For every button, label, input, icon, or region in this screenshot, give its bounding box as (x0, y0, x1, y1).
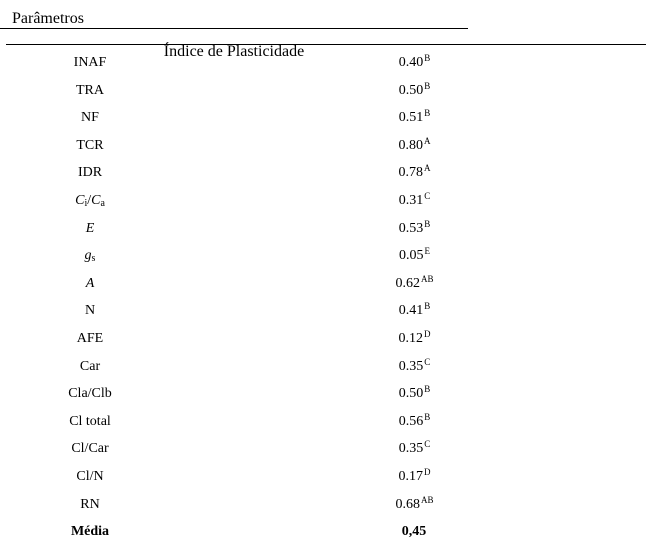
value-cell: 0.78A (180, 159, 648, 188)
param-cell: gs (0, 242, 180, 271)
value-main: 0.41 (399, 303, 424, 318)
table-row: N0.41B (0, 297, 652, 325)
param-cell: NF (0, 104, 180, 132)
value-cell: 0.50B (180, 77, 648, 106)
value-superscript: C (424, 439, 430, 449)
table-footer-row: Média0,45 (0, 518, 652, 546)
value-superscript: E (425, 246, 431, 256)
plasticity-table: Parâmetros Índice de Plasticidade INAF0.… (0, 0, 652, 546)
value-main: 0.68 (395, 497, 420, 512)
value-superscript: B (424, 219, 430, 229)
table-row: Cl/N0.17D (0, 463, 652, 491)
value-cell: 0.80A (180, 132, 648, 161)
param-cell: TRA (0, 77, 180, 105)
value-main: 0.12 (399, 331, 424, 346)
footer-label: Média (0, 518, 180, 546)
value-main: 0.51 (399, 110, 424, 125)
table-row: TCR0.80A (0, 132, 652, 160)
param-cell: Cla/Clb (0, 380, 180, 408)
value-main: 0.50 (399, 386, 424, 401)
param-cell: AFE (0, 325, 180, 353)
value-cell: 0.50B (180, 380, 648, 409)
table-row: RN0.68AB (0, 491, 652, 519)
value-cell: 0.53B (180, 215, 648, 244)
table-row: AFE0.12D (0, 325, 652, 353)
value-superscript: C (424, 357, 430, 367)
value-main: 0.53 (399, 221, 424, 236)
value-main: 0.31 (399, 193, 424, 208)
value-cell: 0.41B (180, 297, 648, 326)
value-cell: 0.56B (180, 408, 648, 437)
table-row: Cl/Car0.35C (0, 435, 652, 463)
value-cell: 0.68AB (180, 491, 648, 520)
value-cell: 0.35C (180, 353, 648, 382)
column-header-parametros: Parâmetros (0, 0, 192, 28)
value-superscript: B (424, 53, 430, 63)
value-cell: 0.40B (180, 49, 648, 78)
value-superscript: B (424, 81, 430, 91)
value-main: 0.62 (395, 276, 420, 291)
param-cell: N (0, 297, 180, 325)
table-row: Ci/Ca0.31C (0, 187, 652, 215)
value-superscript: A (424, 136, 431, 146)
footer-value: 0,45 (180, 518, 648, 546)
param-cell: Ci/Ca (0, 187, 180, 216)
value-cell: 0.62AB (180, 270, 648, 299)
value-main: 0.05 (399, 248, 424, 263)
value-superscript: B (424, 301, 430, 311)
param-cell: INAF (0, 49, 180, 77)
param-cell: RN (0, 491, 180, 519)
param-cell: Car (0, 353, 180, 381)
value-cell: 0.17D (180, 463, 648, 492)
table-row: NF0.51B (0, 104, 652, 132)
value-main: 0.80 (399, 138, 424, 153)
value-superscript: D (424, 329, 431, 339)
value-cell: 0.12D (180, 325, 648, 354)
value-cell: 0.31C (180, 187, 648, 216)
table-row: gs0.05E (0, 242, 652, 270)
value-superscript: D (424, 467, 431, 477)
value-main: 0.35 (399, 441, 424, 456)
value-cell: 0.51B (180, 104, 648, 133)
table-row: Car0.35C (0, 353, 652, 381)
table-row: Cla/Clb0.50B (0, 380, 652, 408)
param-cell: Cl/Car (0, 435, 180, 463)
table-row: IDR0.78A (0, 159, 652, 187)
value-superscript: C (424, 191, 430, 201)
table-row: Cl total0.56B (0, 408, 652, 436)
table-row: A0.62AB (0, 270, 652, 298)
value-superscript: AB (421, 274, 434, 284)
value-main: 0.50 (399, 83, 424, 98)
param-cell: Cl total (0, 408, 180, 436)
table-row: E0.53B (0, 215, 652, 243)
value-main: 0.78 (399, 165, 424, 180)
value-main: 0.35 (399, 359, 424, 374)
value-superscript: B (424, 384, 430, 394)
param-cell: IDR (0, 159, 180, 187)
value-superscript: A (424, 163, 431, 173)
value-main: 0.56 (399, 414, 424, 429)
value-superscript: B (424, 108, 430, 118)
param-cell: TCR (0, 132, 180, 160)
table-header-row: Parâmetros Índice de Plasticidade (0, 0, 652, 44)
value-cell: 0.05E (180, 242, 648, 271)
param-cell: Cl/N (0, 463, 180, 491)
value-cell: 0.35C (180, 435, 648, 464)
table-row: TRA0.50B (0, 77, 652, 105)
param-cell: A (0, 270, 180, 298)
value-main: 0.17 (399, 469, 424, 484)
param-cell: E (0, 215, 180, 243)
table-row: INAF0.40B (0, 49, 652, 77)
value-main: 0.40 (399, 55, 424, 70)
value-superscript: B (424, 412, 430, 422)
value-superscript: AB (421, 495, 434, 505)
table-body: INAF0.40BTRA0.50BNF0.51BTCR0.80AIDR0.78A… (0, 45, 652, 546)
